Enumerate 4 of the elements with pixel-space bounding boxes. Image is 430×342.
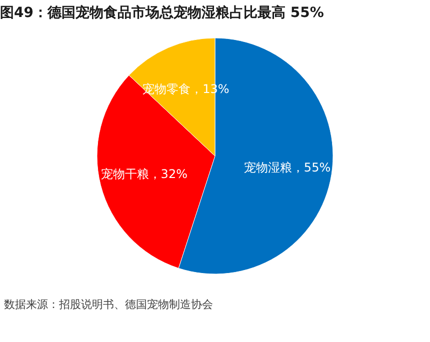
source-note: 数据来源：招股说明书、德国宠物制造协会 [4,298,213,311]
chart-title: 图49：德国宠物食品市场总宠物湿粮占比最高 55% [0,4,324,21]
slice-label: 宠物湿粮，55% [244,160,331,174]
slice-label: 宠物干粮，32% [100,167,188,182]
